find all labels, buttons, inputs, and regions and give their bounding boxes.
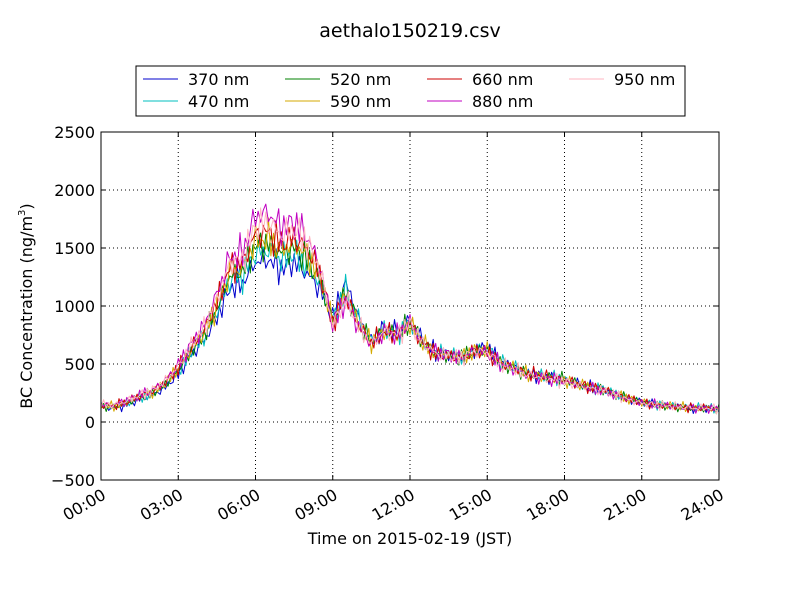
y-axis-label: BC Concentration (ng/m3) [17, 203, 36, 408]
ticks [100, 131, 720, 481]
series-line-590-nm [100, 217, 720, 413]
legend-label: 590 nm [330, 92, 391, 111]
y-tick-labels: −500 0 500 1000 1500 2000 2500 [51, 123, 95, 490]
y-tick-label: 1000 [54, 297, 95, 316]
y-axis-label-main: BC Concentration (ng/m [17, 216, 36, 409]
y-tick-label: 1500 [54, 239, 95, 258]
legend-entry-660-nm: 660 nm [427, 70, 533, 89]
legend-box [135, 65, 686, 117]
chart-title: aethalo150219.csv [319, 20, 501, 42]
legend-label: 470 nm [188, 92, 249, 111]
series-layer [100, 203, 720, 415]
y-axis-label-end: ) [17, 203, 36, 209]
legend-label: 660 nm [472, 70, 533, 89]
y-tick-label: −500 [51, 471, 95, 490]
legend-entry-470-nm: 470 nm [143, 92, 249, 111]
y-tick-label: 500 [64, 355, 95, 374]
grid [101, 132, 719, 480]
legend: 370 nm 470 nm 520 nm 590 nm 660 nm 880 nm 950 … [135, 65, 686, 117]
y-tick-label: 2500 [54, 123, 95, 142]
legend-entry-880-nm: 880 nm [427, 92, 533, 111]
legend-label: 520 nm [330, 70, 391, 89]
legend-entry-370-nm: 370 nm [143, 70, 249, 89]
legend-label: 370 nm [188, 70, 249, 89]
y-tick-label: 2000 [54, 181, 95, 200]
series-line-880-nm [100, 203, 720, 414]
legend-entry-520-nm: 520 nm [285, 70, 391, 89]
legend-entries: 370 nm 470 nm 520 nm 590 nm 660 nm 880 nm 950 … [143, 70, 675, 111]
y-tick-label: 0 [85, 413, 95, 432]
legend-label: 950 nm [614, 70, 675, 89]
legend-entry-950-nm: 950 nm [569, 70, 675, 89]
x-axis-label: Time on 2015-02-19 (JST) [307, 529, 512, 548]
legend-label: 880 nm [472, 92, 533, 111]
legend-entry-590-nm: 590 nm [285, 92, 391, 111]
series-line-950-nm [100, 207, 720, 415]
y-axis-label-sup: 3 [17, 210, 28, 216]
